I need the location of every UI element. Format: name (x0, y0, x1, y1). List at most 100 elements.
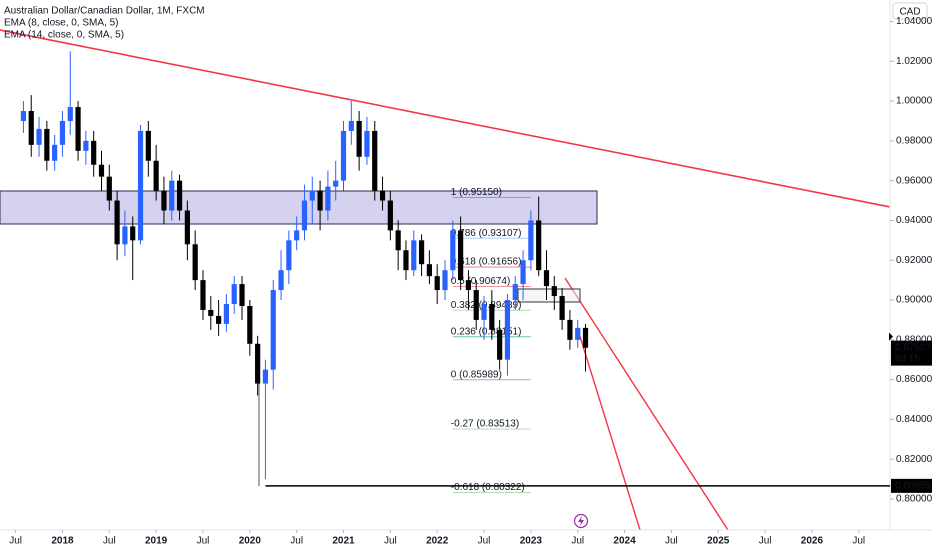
candle-body (255, 343, 261, 384)
candle-body (161, 190, 167, 211)
chart-title: Australian Dollar/Canadian Dollar, 1M, F… (4, 6, 205, 17)
x-tick-label: Jul (478, 536, 491, 547)
candle-body (231, 284, 237, 304)
candle-body (442, 270, 448, 291)
y-tick-label: 0.94000 (896, 215, 932, 226)
y-tick-label: 1.00000 (896, 96, 932, 107)
candle-body (504, 300, 511, 360)
fib-label: 0.5 (0.90674) (451, 276, 511, 287)
fib-label: 0.786 (0.93107) (451, 228, 522, 239)
event-icon[interactable] (573, 513, 589, 529)
fib-label: 0.236 (0.88151) (451, 326, 522, 337)
candle-body (520, 260, 526, 285)
x-tick-label: Jul (665, 536, 678, 547)
countdown: 8d 1h (895, 353, 920, 364)
y-tick-label: 0.90000 (896, 295, 932, 306)
fib-label: 0 (0.85989) (451, 369, 502, 380)
candle-body (28, 111, 34, 145)
last-price-arrow (889, 332, 893, 341)
candle-body (325, 186, 331, 211)
y-tick-label: 1.04000 (896, 16, 932, 27)
price-tag (891, 478, 932, 493)
candle-body (153, 160, 159, 191)
x-tick-label: 2022 (426, 536, 449, 547)
indicator-label: EMA (14, close, 0, SMA, 5) (4, 30, 124, 41)
trend-line (0, 29, 891, 208)
fib-label: -0.27 (0.83513) (451, 419, 519, 430)
x-tick-label: 2023 (520, 536, 543, 547)
candle-body (114, 200, 120, 245)
candle-body (98, 164, 105, 177)
last-price-tag (891, 340, 932, 366)
candle-body (372, 130, 378, 191)
candle-body (582, 327, 589, 348)
candle-body (75, 107, 81, 151)
x-tick-label: Jul (852, 536, 865, 547)
candle-body (137, 130, 144, 241)
zone (0, 190, 598, 225)
x-tick-label: 2021 (332, 536, 355, 547)
candle-body (379, 190, 386, 201)
candle-body (559, 296, 565, 320)
candle-body (465, 280, 472, 291)
box (517, 288, 581, 303)
candle-body (512, 284, 518, 301)
event-icon (578, 516, 584, 526)
x-tick-label: Jul (290, 536, 303, 547)
candle-body (270, 290, 276, 370)
fib-label: 1 (0.95150) (451, 187, 502, 198)
x-tick-label: Jul (103, 536, 116, 547)
candle-body (192, 244, 198, 281)
candle-body (317, 190, 323, 211)
candle-body (473, 290, 479, 320)
last-price-label: 0.87607 (895, 342, 932, 353)
candle-body (59, 120, 66, 145)
price-tag-label: 0.80659 (895, 480, 932, 491)
candle-body (20, 111, 27, 121)
y-tick-label: 0.80000 (896, 494, 932, 505)
candle-body (286, 240, 292, 271)
x-tick-label: Jul (384, 536, 397, 547)
candle-body (551, 286, 557, 297)
y-tick-label: 0.98000 (896, 135, 932, 146)
candle-body (543, 270, 550, 287)
x-tick-label: 2019 (145, 536, 168, 547)
y-tick-label: 1.02000 (896, 56, 932, 67)
candle-body (309, 190, 315, 201)
candle-body (575, 327, 581, 340)
y-tick-label: 0.96000 (896, 175, 932, 186)
fib-label: 0.618 (0.91656) (451, 257, 522, 268)
currency[interactable]: CAD (899, 7, 920, 18)
candle-body (294, 230, 300, 241)
candle-body (403, 250, 409, 271)
x-tick-label: 2020 (239, 536, 262, 547)
candle-body (333, 180, 339, 187)
candle-body (481, 303, 487, 320)
x-tick-label: 2024 (613, 536, 636, 547)
candle-body (450, 230, 456, 271)
candle-body (215, 315, 222, 324)
candle-body (52, 144, 58, 161)
candle-body (145, 130, 151, 161)
candle-body (458, 230, 464, 281)
candle-body (387, 200, 393, 231)
candle-body (340, 130, 347, 181)
y-tick-label: 0.86000 (896, 374, 932, 385)
candle-body (426, 264, 432, 277)
x-tick-label: 2018 (51, 536, 74, 547)
plot-area: 1 (0.95150) 0.786 (0.93107) 0.618 (0.91656… (0, 29, 891, 531)
trend-line (564, 277, 729, 531)
candle-body (364, 130, 370, 157)
candle-body (122, 226, 128, 245)
y-tick-label: 0.82000 (896, 454, 932, 465)
currency-box[interactable] (892, 2, 928, 20)
candle-body (418, 240, 425, 265)
indicator-label: EMA (8, close, 0, SMA, 5) (4, 18, 118, 29)
x-tick-label: Jul (571, 536, 584, 547)
candle-body (130, 226, 136, 241)
x-tick-label: 2025 (707, 536, 730, 547)
candle-body (169, 180, 175, 211)
candle-body (278, 270, 284, 291)
